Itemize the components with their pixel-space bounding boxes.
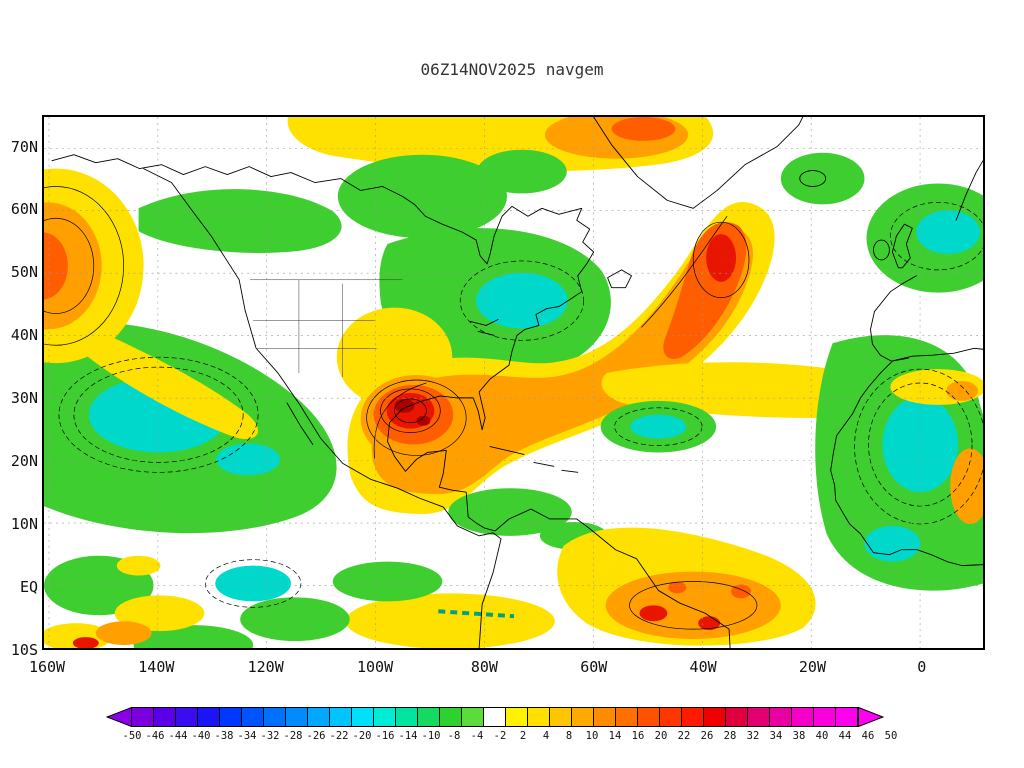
x-axis-label: 80W bbox=[470, 658, 498, 676]
colorbar-tick-label: 14 bbox=[608, 730, 622, 742]
colorbar-cell bbox=[263, 707, 286, 727]
colorbar-tick-label: 38 bbox=[792, 730, 806, 742]
colorbar-tick-label: -10 bbox=[421, 730, 441, 742]
colorbar-cell bbox=[593, 707, 616, 727]
colorbar-cell bbox=[351, 707, 374, 727]
colorbar-tick-label: 40 bbox=[815, 730, 829, 742]
colorbar-labels: -50 -46 -44 -40 -38 -34 -32 -28 -26 -22 -20 -16 -14-… bbox=[106, 730, 917, 744]
colorbar-tick-label: 16 bbox=[631, 730, 645, 742]
colorbar-cell bbox=[813, 707, 836, 727]
colorbar-cell bbox=[153, 707, 176, 727]
colorbar-cell bbox=[219, 707, 242, 727]
colorbar-tick-label: 4 bbox=[542, 730, 550, 742]
colorbar-cell bbox=[329, 707, 352, 727]
colorbar-cell bbox=[615, 707, 638, 727]
colorbar-tick-label: -38 bbox=[214, 730, 234, 742]
colorbar-cell bbox=[131, 707, 154, 727]
colorbar-cell bbox=[659, 707, 682, 727]
tropical-dashed-feature bbox=[438, 609, 515, 619]
colorbar-left-arrow bbox=[106, 707, 132, 727]
x-axis-label: 160W bbox=[28, 658, 66, 676]
y-axis-label: EQ bbox=[19, 578, 38, 597]
colorbar-cell bbox=[527, 707, 550, 727]
y-axis-label: 10N bbox=[10, 515, 38, 534]
colorbar-cell bbox=[307, 707, 330, 727]
colorbar-cell bbox=[439, 707, 462, 727]
colorbar-tick-label: 20 bbox=[654, 730, 668, 742]
colorbar-cell bbox=[637, 707, 660, 727]
colorbar-cell bbox=[483, 707, 506, 727]
y-axis-label: 40N bbox=[10, 326, 38, 345]
x-axis-label: 0 bbox=[917, 658, 927, 676]
colorbar-tick-label: 28 bbox=[723, 730, 737, 742]
colorbar-tick-label: -22 bbox=[329, 730, 349, 742]
colorbar-tick-label: 26 bbox=[700, 730, 714, 742]
colorbar-cell bbox=[681, 707, 704, 727]
colorbar-cells bbox=[131, 707, 858, 727]
x-axis-label: 100W bbox=[356, 658, 394, 676]
colorbar bbox=[106, 707, 884, 727]
colorbar-cell bbox=[747, 707, 770, 727]
colorbar-cell bbox=[791, 707, 814, 727]
colorbar-tick-label: 34 bbox=[769, 730, 783, 742]
x-axis-label: 60W bbox=[580, 658, 608, 676]
colorbar-cell bbox=[725, 707, 748, 727]
colorbar-tick-label: 44 bbox=[838, 730, 852, 742]
colorbar-tick-label: -4 bbox=[470, 730, 484, 742]
colorbar-tick-label: -26 bbox=[306, 730, 326, 742]
colorbar-right-arrow bbox=[858, 707, 884, 727]
colorbar-tick-label: 46 bbox=[861, 730, 875, 742]
colorbar-tick-label: -40 bbox=[191, 730, 211, 742]
colorbar-tick-label: -2 bbox=[493, 730, 507, 742]
coastlines bbox=[51, 117, 983, 648]
colorbar-tick-label: -50 bbox=[122, 730, 142, 742]
colorbar-cell bbox=[703, 707, 726, 727]
colorbar-tick-label: 10 bbox=[585, 730, 599, 742]
colorbar-cell bbox=[549, 707, 572, 727]
colorbar-tick-label: -46 bbox=[145, 730, 165, 742]
colorbar-tick-label: -20 bbox=[352, 730, 372, 742]
title-line-1: 06Z14NOV2025 navgem bbox=[420, 60, 604, 79]
colorbar-cell bbox=[175, 707, 198, 727]
x-axis-label: 120W bbox=[247, 658, 284, 676]
map-plot bbox=[42, 115, 985, 650]
colorbar-tick-label: 22 bbox=[677, 730, 691, 742]
anomaly-map-svg bbox=[44, 117, 983, 648]
colorbar-cell bbox=[285, 707, 308, 727]
colorbar-tick-label: -8 bbox=[447, 730, 461, 742]
y-axis-label: 20N bbox=[10, 452, 38, 471]
colorbar-cell bbox=[417, 707, 440, 727]
colorbar-tick-label: -44 bbox=[168, 730, 188, 742]
colorbar-cell bbox=[241, 707, 264, 727]
colorbar-cell bbox=[835, 707, 858, 727]
colorbar-cell bbox=[395, 707, 418, 727]
colorbar-tick-label: 8 bbox=[565, 730, 573, 742]
colorbar-cell bbox=[505, 707, 528, 727]
colorbar-tick-label: -34 bbox=[237, 730, 257, 742]
colorbar-tick-label: -32 bbox=[260, 730, 280, 742]
colorbar-tick-label: 32 bbox=[746, 730, 760, 742]
colorbar-tick-label: -16 bbox=[375, 730, 395, 742]
y-axis-label: 30N bbox=[10, 389, 38, 408]
colorbar-cell bbox=[461, 707, 484, 727]
y-axis-label: 10S bbox=[10, 641, 38, 660]
colorbar-tick-label: 50 bbox=[884, 730, 898, 742]
colorbar-cell bbox=[571, 707, 594, 727]
colorbar-tick-label: -14 bbox=[398, 730, 418, 742]
colorbar-cell bbox=[197, 707, 220, 727]
x-axis-label: 20W bbox=[798, 658, 826, 676]
colorbar-tick-label: -28 bbox=[283, 730, 303, 742]
x-axis-label: 140W bbox=[138, 658, 175, 676]
x-axis-label: 40W bbox=[689, 658, 717, 676]
shaded-anomaly-fields bbox=[44, 117, 983, 648]
colorbar-tick-label: 2 bbox=[519, 730, 527, 742]
grid-lines bbox=[44, 117, 983, 648]
colorbar-cell bbox=[373, 707, 396, 727]
colorbar-cell bbox=[769, 707, 792, 727]
